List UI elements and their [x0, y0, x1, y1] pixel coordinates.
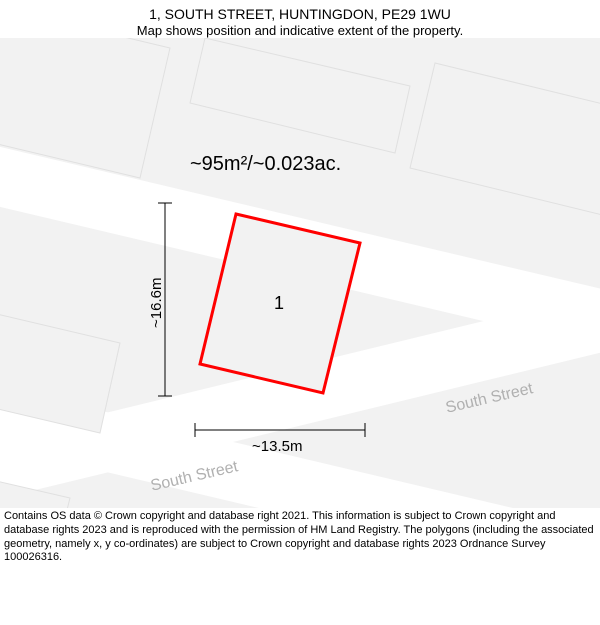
- plot-number: 1: [274, 293, 284, 314]
- horizontal-dimension-label: ~13.5m: [252, 438, 302, 455]
- vertical-dimension-label: ~16.6m: [148, 278, 165, 328]
- map-area: ~95m²/~0.023ac. 1 ~16.6m ~13.5m South St…: [0, 38, 600, 508]
- header: 1, SOUTH STREET, HUNTINGDON, PE29 1WU Ma…: [0, 0, 600, 38]
- page-subtitle: Map shows position and indicative extent…: [0, 23, 600, 38]
- area-label: ~95m²/~0.023ac.: [190, 153, 341, 176]
- footer-attribution: Contains OS data © Crown copyright and d…: [0, 508, 600, 565]
- page-title: 1, SOUTH STREET, HUNTINGDON, PE29 1WU: [0, 6, 600, 22]
